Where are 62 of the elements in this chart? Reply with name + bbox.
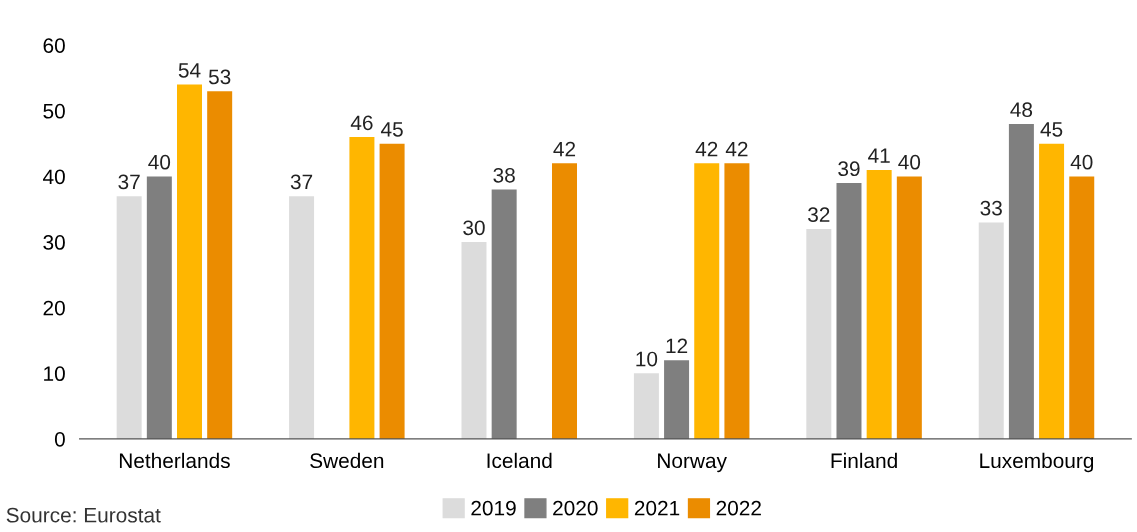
bar <box>1039 143 1065 439</box>
bar <box>633 373 659 439</box>
source-note: Source: Eurostat <box>6 507 161 523</box>
data-label: 54 <box>178 63 201 78</box>
data-label: 37 <box>118 174 140 190</box>
data-label: 12 <box>666 338 688 354</box>
data-label: 41 <box>868 148 890 163</box>
x-tick-label: Finland <box>831 452 897 469</box>
data-label: 42 <box>695 141 718 157</box>
bar <box>836 183 862 439</box>
x-tick-label: Norway <box>658 453 727 473</box>
data-label: 39 <box>838 161 860 177</box>
legend-label: 2020 <box>553 500 598 516</box>
bar <box>379 143 405 439</box>
data-label: 37 <box>290 174 313 190</box>
legend-label: 2019 <box>471 500 516 516</box>
y-tick-label: 20 <box>43 300 65 316</box>
x-tick-label: Iceland <box>487 452 552 469</box>
data-label: 42 <box>553 141 576 157</box>
bar <box>978 222 1004 439</box>
bar <box>664 360 690 439</box>
x-tick-label: Netherlands <box>119 452 230 469</box>
bar <box>116 196 142 439</box>
bar <box>349 137 375 439</box>
bar <box>1008 123 1034 439</box>
data-label: 53 <box>208 69 231 85</box>
bar <box>289 196 315 439</box>
y-tick-label: 60 <box>43 38 65 53</box>
data-label: 30 <box>463 220 485 236</box>
x-tick-label: Sweden <box>310 452 384 469</box>
bar <box>461 242 487 439</box>
bar <box>491 189 517 439</box>
y-tick-label: 10 <box>44 366 65 382</box>
data-label: 40 <box>148 154 171 170</box>
legend-label: 2022 <box>716 500 761 516</box>
data-label: 40 <box>898 154 921 170</box>
bar <box>866 169 892 439</box>
legend-label: 2021 <box>634 500 680 516</box>
bar <box>146 176 172 439</box>
x-tick-label: Luxembourg <box>980 452 1094 473</box>
data-label: 48 <box>1010 102 1033 118</box>
data-label: 45 <box>380 122 403 137</box>
bar <box>896 176 922 439</box>
y-tick-label: 40 <box>43 169 65 185</box>
bar <box>552 163 577 439</box>
data-label: 40 <box>1070 154 1093 170</box>
data-label: 46 <box>350 115 373 131</box>
data-label: 38 <box>493 167 515 183</box>
data-label: 32 <box>808 207 830 223</box>
bar <box>724 163 750 439</box>
bar <box>806 228 832 439</box>
bar <box>694 163 720 439</box>
bar <box>1069 176 1095 439</box>
y-tick-label: 50 <box>43 103 65 119</box>
y-tick-label: 30 <box>43 235 65 250</box>
bar <box>207 91 233 439</box>
bar <box>177 84 202 439</box>
data-label: 33 <box>980 200 1002 216</box>
data-label: 42 <box>725 141 748 157</box>
data-label: 45 <box>1040 122 1063 137</box>
y-tick-label: 0 <box>54 431 65 447</box>
data-label: 10 <box>636 351 658 367</box>
